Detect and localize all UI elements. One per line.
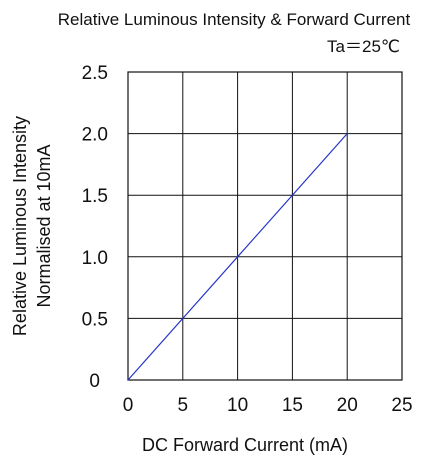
y-tick-label: 2.0 (82, 125, 108, 146)
x-tick-label: 25 (391, 395, 412, 416)
y-tick-label: 1.0 (82, 248, 108, 269)
y-axis-label-line-1: Relative Luminous Intensity (10, 116, 30, 336)
y-tick-labels: 0 0.5 1.0 1.5 2.0 2.5 (82, 63, 108, 392)
x-tick-label: 5 (178, 395, 189, 416)
plot-frame (127, 71, 403, 381)
y-tick-label: 2.5 (82, 63, 108, 84)
temperature-condition: Ta＝25℃ (327, 37, 400, 56)
x-axis-label: DC Forward Current (mA) (142, 435, 348, 455)
y-tick-label: 1.5 (82, 186, 108, 207)
y-tick-label: 0 (89, 371, 100, 392)
x-tick-label: 15 (282, 395, 303, 416)
x-tick-labels: 0 5 10 15 20 25 (123, 395, 413, 416)
y-tick-label: 0.5 (82, 309, 108, 330)
y-axis-label-line-2: Normalised at 10mA (34, 144, 54, 307)
x-tick-label: 10 (227, 395, 248, 416)
grid (128, 72, 402, 380)
series-line-0 (127, 133, 348, 381)
series-layer (127, 133, 348, 381)
x-tick-label: 20 (337, 395, 358, 416)
chart-title: Relative Luminous Intensity & Forward Cu… (58, 10, 411, 29)
x-tick-label: 0 (123, 395, 134, 416)
